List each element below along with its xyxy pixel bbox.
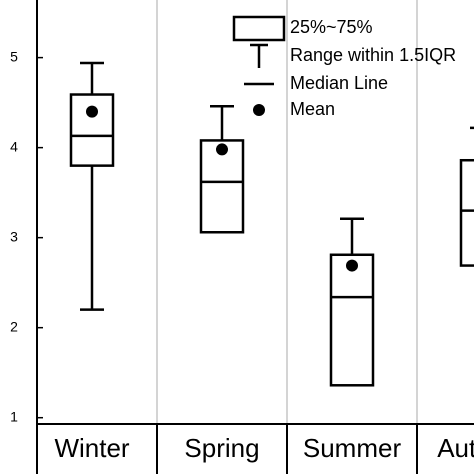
y-tick-label: 2 (10, 318, 18, 334)
box (329, 253, 375, 387)
x-tick-label: Autumn (437, 433, 474, 463)
x-tick-label: Summer (303, 433, 402, 463)
x-tick-label: Winter (54, 433, 129, 463)
y-tick-label: 3 (10, 228, 18, 244)
y-tick-label: 4 (10, 138, 18, 154)
legend-mean-icon (253, 104, 265, 116)
mean-dot (86, 105, 98, 118)
legend-label: 25%~75% (290, 17, 373, 37)
box (69, 93, 115, 167)
legend-label: Mean (290, 99, 335, 119)
box (459, 158, 474, 267)
mean-dot (216, 143, 228, 156)
y-tick-label: 1 (10, 408, 18, 424)
legend-box-icon (232, 15, 286, 42)
box (199, 139, 245, 234)
y-tick-label: 5 (10, 48, 18, 64)
mean-dot (346, 259, 358, 272)
x-tick-label: Spring (184, 433, 259, 463)
legend-label: Median Line (290, 73, 388, 93)
legend-label: Range within 1.5IQR (290, 45, 456, 65)
